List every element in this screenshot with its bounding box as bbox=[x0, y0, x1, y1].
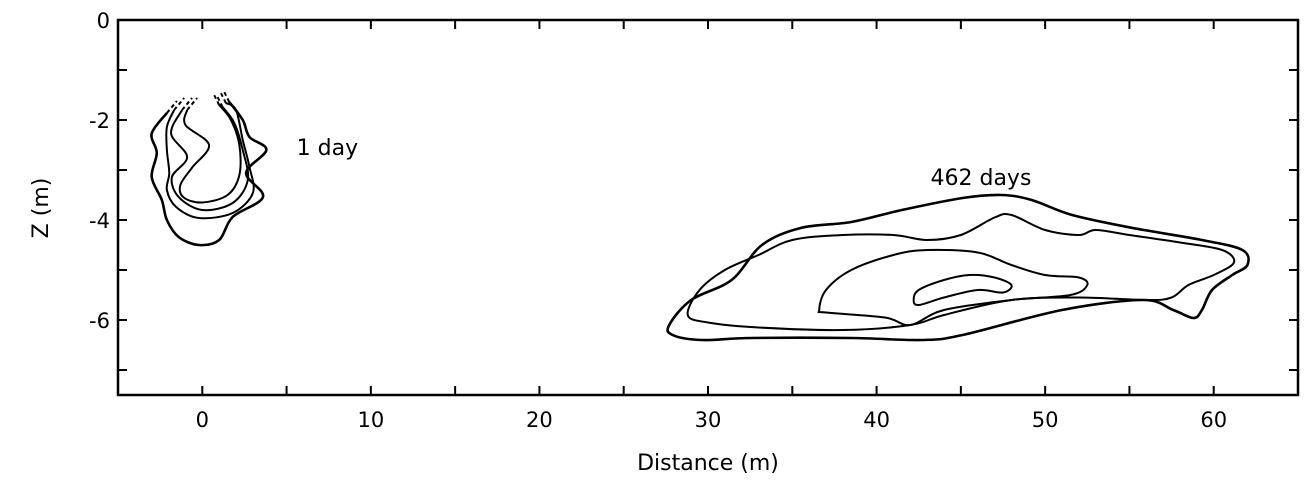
contour-line bbox=[912, 273, 1013, 307]
x-tick-label: 50 bbox=[1032, 408, 1059, 432]
contour-line bbox=[817, 248, 1089, 327]
contour-line bbox=[170, 106, 250, 212]
contours bbox=[150, 89, 1250, 342]
contour-dashed-end bbox=[215, 94, 224, 108]
contour-line bbox=[686, 212, 1236, 332]
x-axis-title: Distance (m) bbox=[637, 451, 779, 476]
labels: 0 10 20 30 40 50 60 0 -2 -4 -6 1 day 462 days bbox=[89, 9, 1227, 432]
plume-462-days bbox=[666, 193, 1250, 342]
contour-dashed-end bbox=[212, 92, 221, 106]
contour-line bbox=[666, 193, 1250, 342]
x-tick-label: 0 bbox=[196, 408, 209, 432]
contour-line bbox=[150, 101, 268, 247]
plume-annotation: 1 day bbox=[297, 136, 358, 161]
y-tick-label: 0 bbox=[97, 9, 110, 33]
plume-1-day bbox=[150, 89, 268, 247]
contour-dashed-end bbox=[166, 100, 178, 114]
contour-dashed-end bbox=[181, 97, 193, 111]
contour-line bbox=[178, 104, 242, 204]
contour-line bbox=[165, 102, 255, 220]
contour-dashed-end bbox=[186, 97, 198, 111]
y-tick-label: -2 bbox=[89, 109, 110, 133]
axis-ticks bbox=[118, 20, 1298, 395]
contour-dashed-end bbox=[218, 90, 227, 104]
contour-dashed-end bbox=[222, 89, 231, 103]
y-tick-label: -4 bbox=[89, 209, 110, 233]
x-tick-label: 20 bbox=[526, 408, 553, 432]
y-axis-title: Z (m) bbox=[29, 178, 54, 239]
x-tick-label: 30 bbox=[695, 408, 722, 432]
contour-dashed-end bbox=[173, 97, 185, 111]
x-tick-label: 60 bbox=[1200, 408, 1227, 432]
y-tick-label: -6 bbox=[89, 309, 110, 333]
x-tick-label: 40 bbox=[863, 408, 890, 432]
plume-annotation: 462 days bbox=[931, 166, 1032, 191]
x-tick-label: 10 bbox=[357, 408, 384, 432]
